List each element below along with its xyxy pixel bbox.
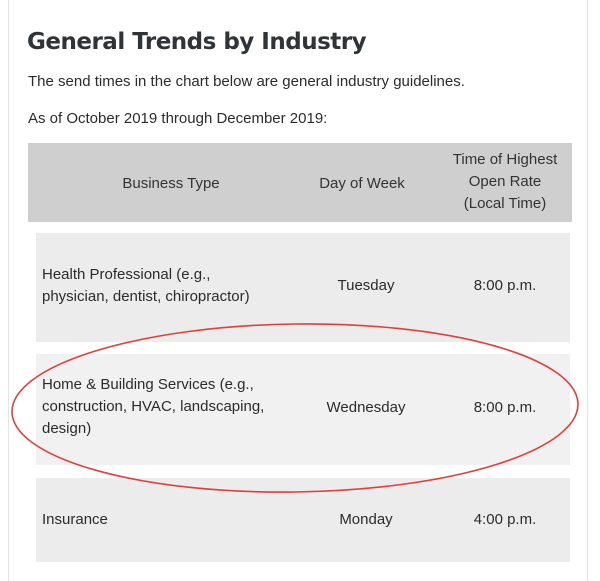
date-range-text: As of October 2019 through December 2019… (28, 110, 328, 127)
cell-open-time: 8:00 p.m. (473, 399, 537, 416)
business-line: Health Professional (e.g., (42, 266, 211, 283)
table-row: Health Professional (e.g., physician, de… (36, 233, 570, 342)
table-header: Business Type Day of Week Time of Highes… (28, 143, 572, 222)
table-row: Home & Building Services (e.g., construc… (36, 354, 570, 465)
frame-border-right (587, 0, 588, 581)
header-time-line: Time of Highest (452, 151, 558, 168)
business-line: construction, HVAC, landscaping, (42, 398, 265, 415)
header-time-line: (Local Time) (463, 195, 547, 212)
business-line: Home & Building Services (e.g., (42, 376, 254, 393)
business-line: physician, dentist, chiropractor) (42, 288, 250, 305)
cell-business-type: Health Professional (e.g., physician, de… (42, 264, 312, 308)
cell-business-type: Insurance (42, 511, 108, 528)
cell-day-of-week: Monday (339, 511, 393, 528)
cell-open-time: 4:00 p.m. (473, 511, 537, 528)
frame-border-left (8, 0, 9, 581)
cell-open-time: 8:00 p.m. (473, 277, 537, 294)
intro-text: The send times in the chart below are ge… (28, 73, 465, 90)
table-row: Insurance Monday 4:00 p.m. (36, 478, 570, 562)
page-heading: General Trends by Industry (27, 29, 367, 55)
cell-day-of-week: Wednesday (326, 399, 406, 416)
header-time-line: Open Rate (468, 173, 542, 190)
header-time-highest-open-rate: Time of Highest Open Rate (Local Time) (430, 149, 580, 215)
header-day-of-week: Day of Week (319, 175, 405, 192)
cell-business-type: Home & Building Services (e.g., construc… (42, 374, 312, 440)
cell-day-of-week: Tuesday (337, 277, 395, 294)
header-business-type: Business Type (122, 175, 220, 192)
business-line: design) (42, 420, 92, 437)
